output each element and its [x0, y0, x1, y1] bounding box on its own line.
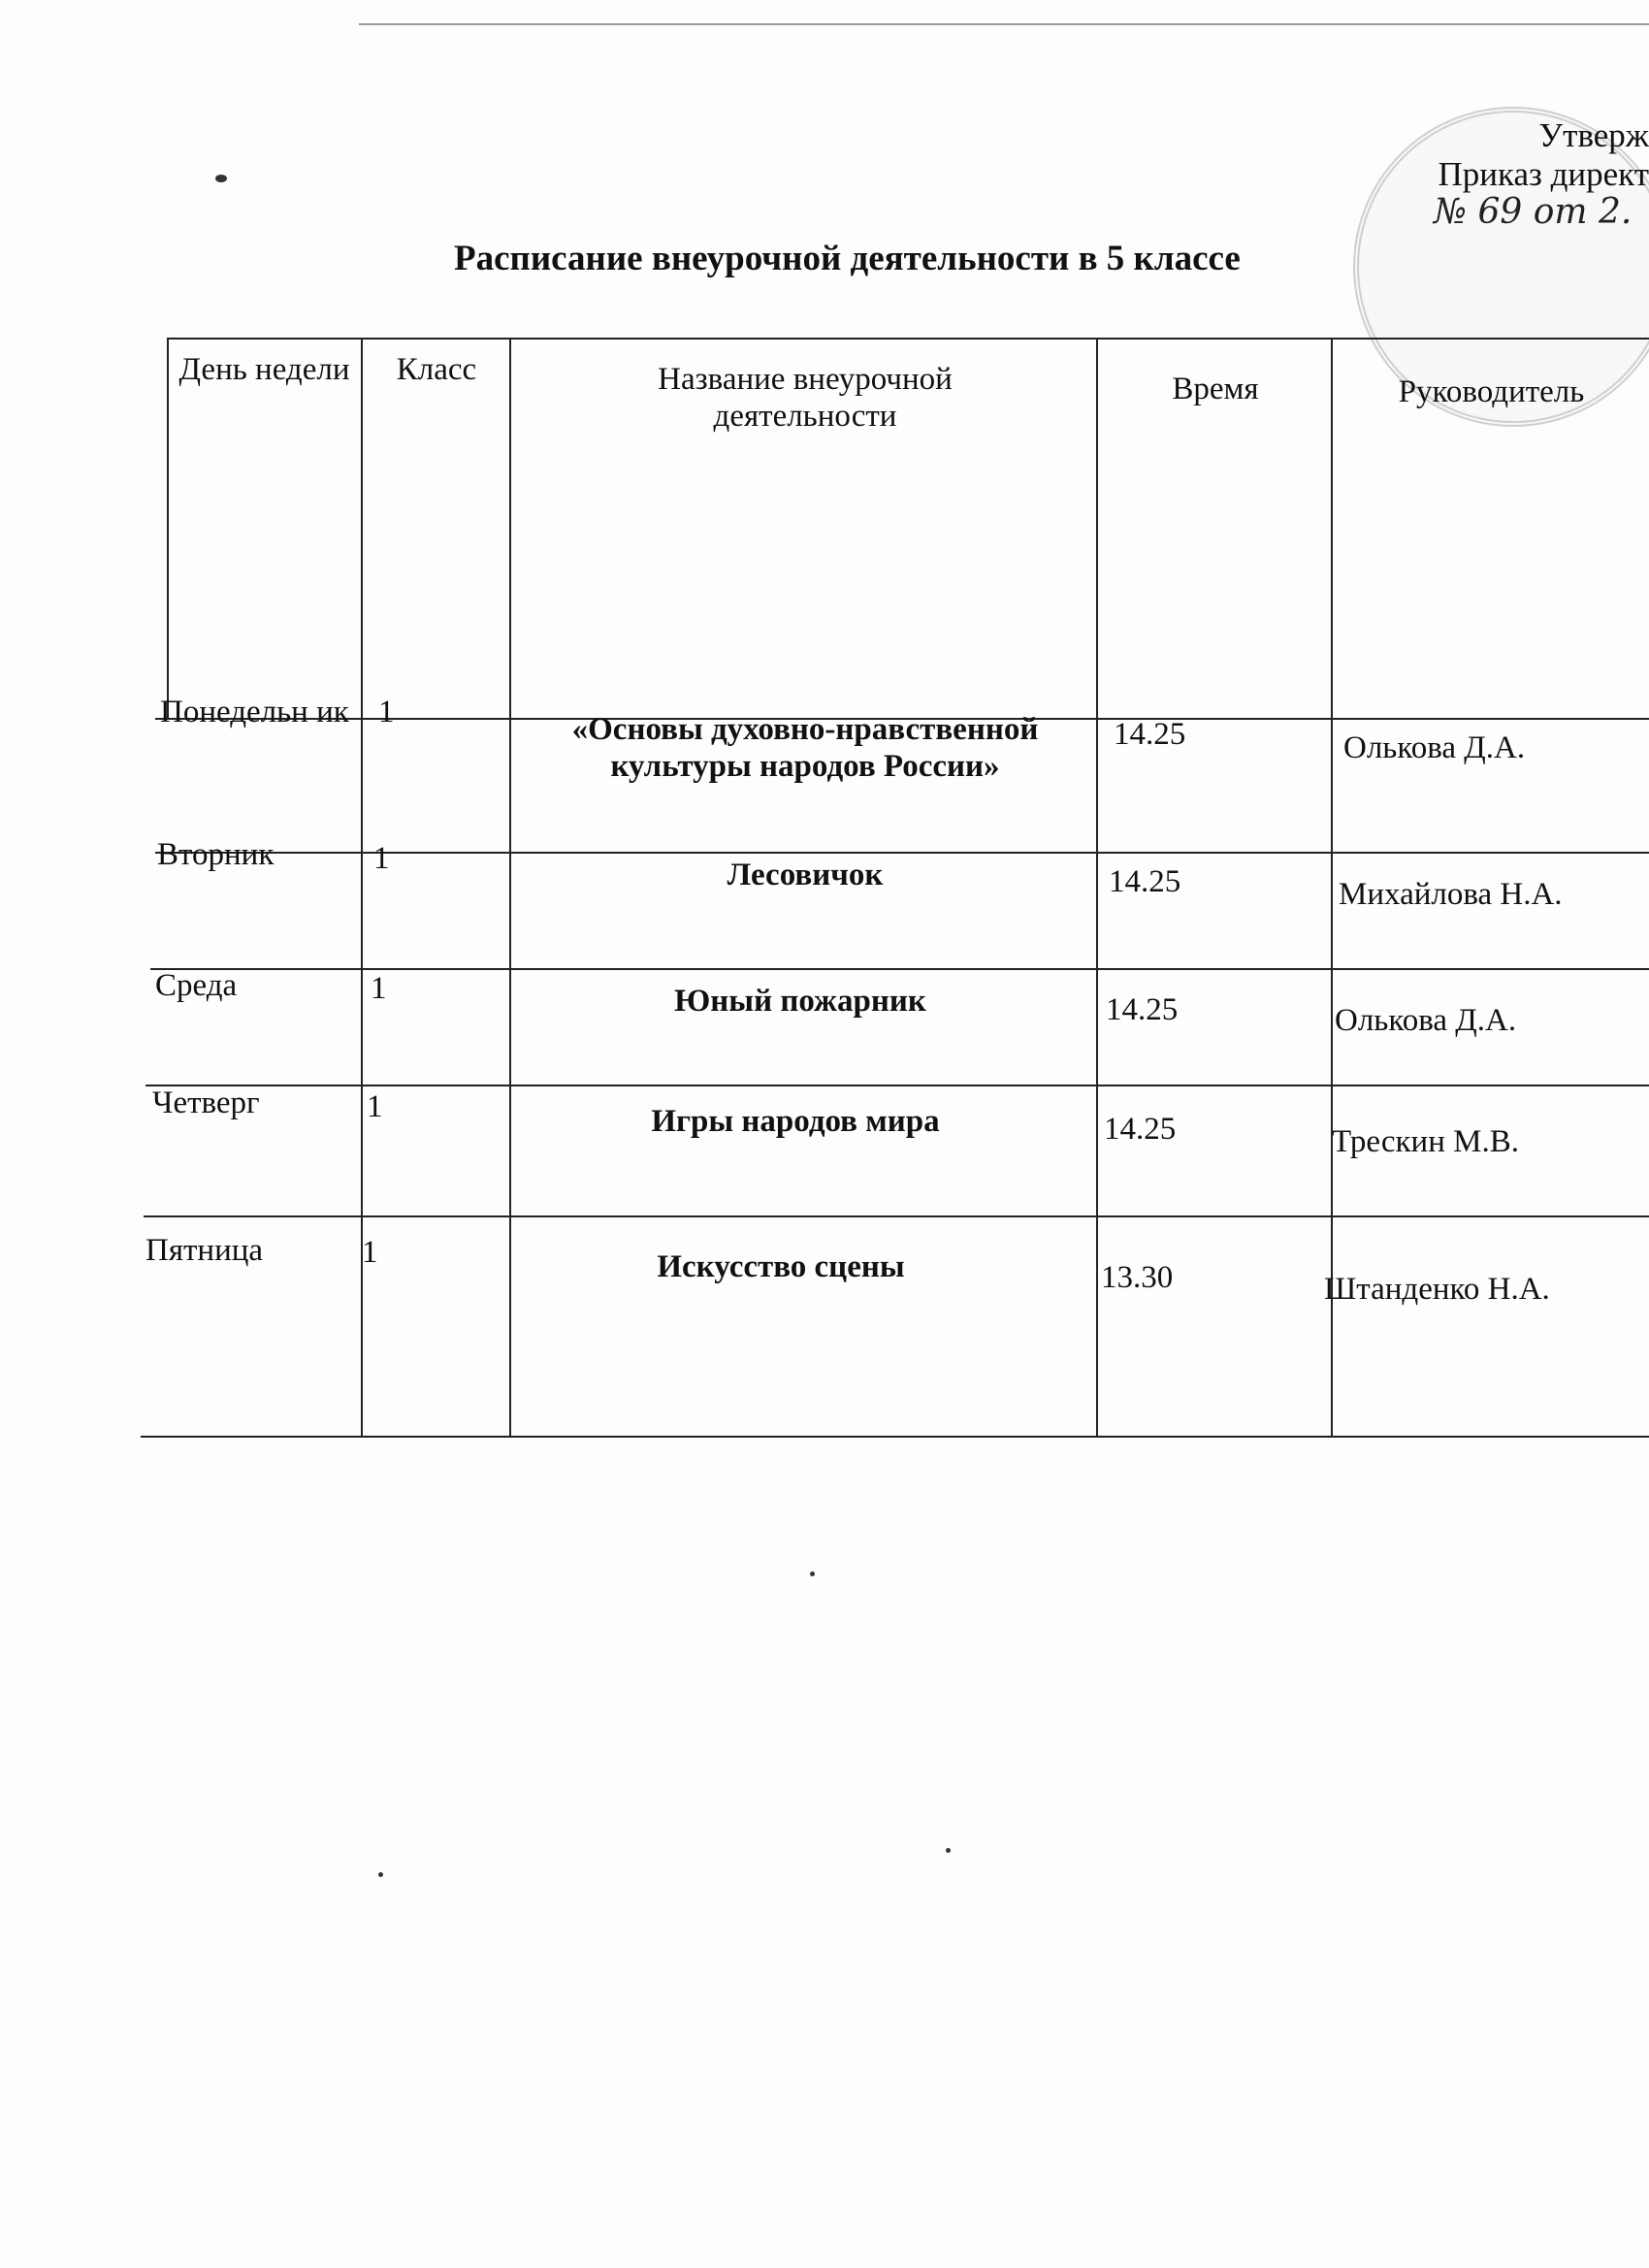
- cell-day: Понедельн ик: [160, 695, 349, 729]
- row-divider: [144, 1215, 1649, 1217]
- column-divider: [509, 338, 511, 1436]
- cell-class: 1: [373, 841, 390, 876]
- column-divider: [1096, 338, 1098, 1436]
- header-class: Класс: [396, 352, 477, 387]
- cell-time: 14.25: [1114, 717, 1186, 752]
- cell-teacher: Штанденко Н.А.: [1324, 1272, 1550, 1307]
- cell-teacher: Трескин М.В.: [1332, 1124, 1519, 1159]
- cell-class: 1: [367, 1089, 383, 1124]
- scan-edge-line: [359, 23, 1649, 25]
- cell-activity: Искусство сцены: [657, 1249, 905, 1284]
- approval-line-1: Утверж: [1538, 116, 1649, 154]
- row-divider: [150, 968, 1649, 970]
- cell-activity: Юный пожарник: [674, 984, 926, 1019]
- handwritten-order-number: № 69 от 2.: [1434, 192, 1633, 232]
- table-top-border: [167, 338, 1649, 340]
- cell-class: 1: [378, 695, 395, 729]
- cell-teacher: Олькова Д.А.: [1335, 1003, 1517, 1038]
- cell-time: 14.25: [1109, 864, 1181, 899]
- row-divider: [146, 1085, 1649, 1086]
- cell-day: Четверг: [152, 1085, 260, 1120]
- cell-time: 13.30: [1101, 1260, 1174, 1295]
- column-divider: [167, 338, 169, 718]
- scan-speck: [378, 1872, 383, 1877]
- official-stamp: [1353, 107, 1649, 427]
- row-divider: [155, 852, 1649, 854]
- cell-activity: Лесовичок: [727, 858, 884, 892]
- scan-speck: [946, 1848, 951, 1853]
- table-bottom-border: [141, 1436, 1649, 1438]
- cell-time: 14.25: [1104, 1112, 1177, 1147]
- header-time: Время: [1172, 372, 1259, 406]
- approval-line-2: Приказ директ: [1438, 155, 1649, 193]
- cell-teacher: Михайлова Н.А.: [1339, 877, 1563, 912]
- header-day: День недели: [178, 352, 350, 387]
- cell-class: 1: [371, 971, 387, 1006]
- cell-day: Пятница: [146, 1233, 264, 1268]
- page-title: Расписание внеурочной деятельности в 5 к…: [454, 239, 1241, 278]
- column-divider: [361, 338, 363, 1436]
- cell-class: 1: [362, 1235, 378, 1270]
- cell-day: Среда: [155, 968, 238, 1003]
- scan-speck: [215, 175, 227, 182]
- row-divider: [155, 718, 1649, 720]
- cell-day: Вторник: [157, 837, 275, 872]
- scan-speck: [810, 1571, 815, 1576]
- cell-activity: «Основы духовно-нравственной культуры на…: [571, 712, 1039, 784]
- column-divider: [1331, 338, 1333, 1436]
- cell-activity: Игры народов мира: [651, 1104, 940, 1139]
- cell-time: 14.25: [1106, 992, 1179, 1027]
- header-teacher: Руководитель: [1398, 374, 1585, 409]
- header-activity: Название внеурочной деятельности: [658, 362, 953, 434]
- cell-teacher: Олькова Д.А.: [1343, 730, 1526, 765]
